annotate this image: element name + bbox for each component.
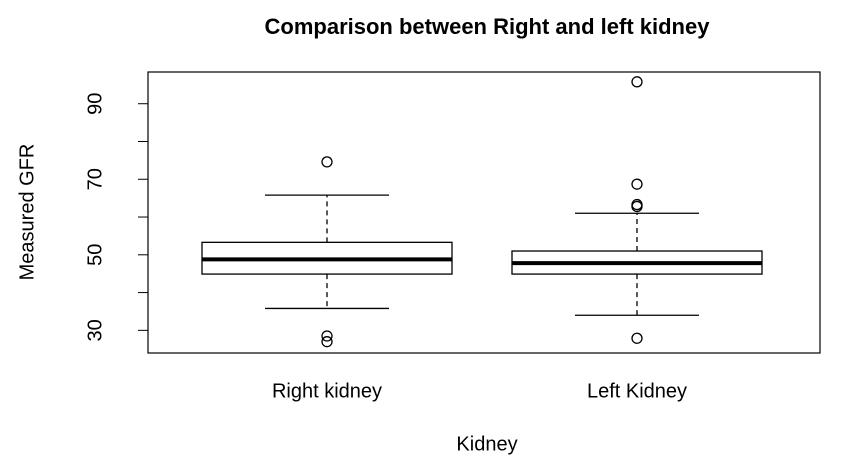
y-tick-label: 90 <box>84 93 106 115</box>
outlier <box>321 330 333 342</box>
y-tick-label: 30 <box>84 319 106 341</box>
outlier <box>631 178 643 190</box>
outlier <box>321 156 333 168</box>
outlier <box>321 336 333 348</box>
outlier <box>631 332 643 344</box>
y-axis-label: Measured GFR <box>16 144 38 281</box>
x-axis-label: Kidney <box>456 433 517 455</box>
y-tick-label: 70 <box>84 168 106 190</box>
x-tick-label: Left Kidney <box>587 380 687 402</box>
outlier <box>631 200 643 213</box>
plot-frame <box>147 71 821 354</box>
y-tick-label: 50 <box>84 244 106 266</box>
outlier <box>631 76 643 88</box>
chart-title: Comparison between Right and left kidney <box>265 14 711 39</box>
x-tick-label: Right kidney <box>272 380 382 402</box>
